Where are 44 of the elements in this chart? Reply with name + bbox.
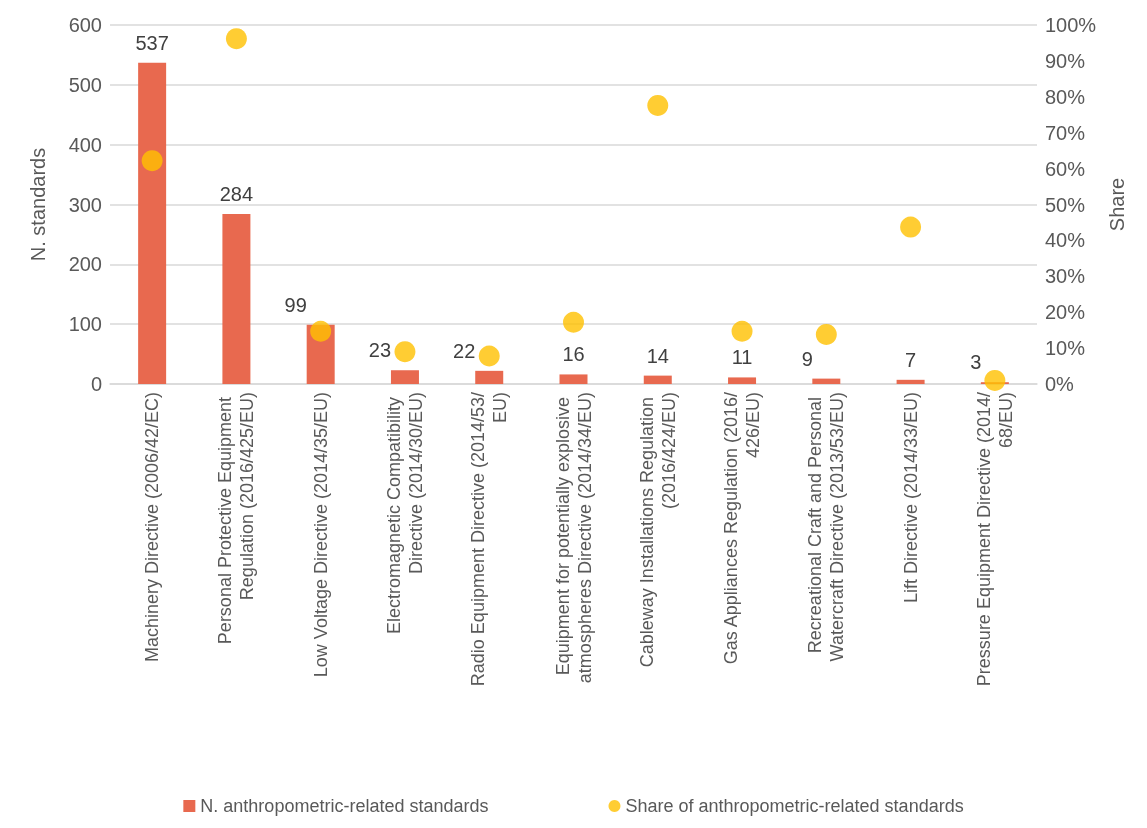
y2-axis-title: Share (1106, 177, 1129, 232)
y2-tick-label: 0% (1045, 373, 1075, 395)
data-label: 3 (970, 351, 982, 374)
data-label: 99 (284, 293, 307, 316)
x-tick-label: Personal Protective Equipment Regulation (2016/425/EU) (215, 392, 258, 645)
data-label: 22 (453, 339, 476, 362)
data-label: 16 (562, 343, 585, 366)
y2-tick-label: 70% (1045, 121, 1086, 144)
x-tick-label: Radio Equipment Directive (2014/53/EU) (468, 392, 511, 687)
y2-tick-label: 50% (1045, 193, 1086, 216)
data-label: 11 (731, 346, 753, 369)
data-label: 9 (801, 347, 813, 370)
data-label: 537 (135, 31, 169, 54)
y2-tick-label: 90% (1045, 49, 1086, 72)
legend-label: N. anthropometric-related standards (200, 796, 489, 816)
y2-tick-label: 60% (1045, 157, 1086, 180)
y2-tick-label: 40% (1045, 229, 1086, 252)
data-label: 23 (368, 339, 392, 362)
y-tick-label: 500 (68, 73, 102, 96)
y2-tick-label: 80% (1045, 85, 1086, 108)
data-label: 14 (646, 344, 669, 367)
y2-tick-label: 100% (1045, 14, 1097, 36)
data-label: 7 (905, 348, 917, 371)
x-tick-label: Gas Appliances Regulation (2016/426/EU) (721, 392, 764, 665)
y-tick-label: 600 (68, 14, 102, 36)
y-tick-label: 300 (68, 193, 102, 216)
x-tick-label: Machinery Directive (2006/42/EC) (142, 392, 163, 663)
legend-label: Share of anthropometric-related standards (625, 796, 964, 816)
x-tick-label: Low Voltage Directive (2014/35/EU) (310, 392, 331, 678)
y-tick-label: 400 (68, 133, 102, 156)
y2-tick-label: 30% (1045, 265, 1086, 288)
y-tick-label: 0 (90, 373, 102, 395)
x-tick-label: Lift Directive (2014/33/EU) (900, 392, 921, 604)
x-tick-label: Pressure Equipment Directive (2014/68/EU) (973, 392, 1016, 687)
y-tick-label: 100 (68, 313, 102, 336)
x-tick-label: Electromagnetic Compatibility Directive (2014/30/EU) (383, 392, 426, 635)
x-tick-label: Cableway Installations Regulation (2016/424/EU) (636, 392, 679, 668)
x-tick-label: Equipment for potentially explosive atmospheres Directive (2014/34/EU) (552, 392, 595, 684)
y2-tick-label: 20% (1045, 301, 1086, 324)
y-tick-label: 200 (68, 253, 102, 276)
data-label: 284 (219, 183, 254, 206)
y2-tick-label: 10% (1045, 337, 1086, 360)
x-tick-label: Recreational Craft and Personal Watercraft Directive (2013/53/EU) (805, 392, 848, 662)
y-axis-title: N. standards (27, 147, 49, 262)
